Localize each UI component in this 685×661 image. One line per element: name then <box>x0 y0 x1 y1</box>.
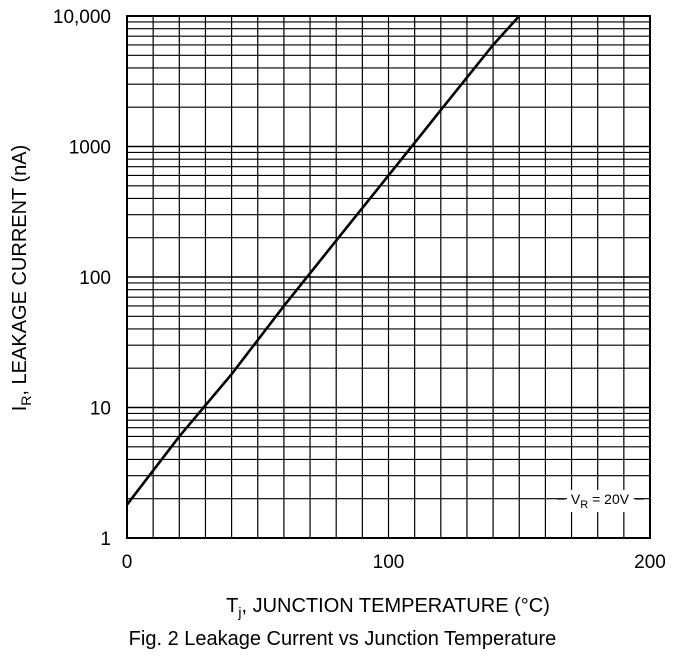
y-tick-label: 10,000 <box>53 7 111 28</box>
y-axis-ticks: 1 10 100 1000 10,000 <box>53 7 111 550</box>
grid <box>127 16 650 538</box>
y-tick-label: 10 <box>90 399 111 420</box>
plot-border <box>126 15 651 539</box>
y-tick-label: 1000 <box>69 138 111 159</box>
x-axis-label: Tj, JUNCTION TEMPERATURE (°C) <box>226 595 550 620</box>
x-tick-label: 0 <box>122 552 133 573</box>
series-layer <box>125 15 521 506</box>
plot-frame <box>126 15 651 539</box>
x-tick-label: 200 <box>634 552 666 573</box>
vr-annotation-text: VR = 20V <box>571 491 630 511</box>
figure-caption: Fig. 2 Leakage Current vs Junction Tempe… <box>128 628 557 650</box>
y-tick-label: 100 <box>79 268 111 289</box>
x-tick-label: 100 <box>373 552 405 573</box>
x-axis-ticks: 0 100 200 <box>122 552 666 573</box>
series-line-0 <box>125 15 521 506</box>
y-axis-label: IR, LEAKAGE CURRENT (nA) <box>9 145 34 412</box>
y-tick-label: 1 <box>100 529 111 550</box>
vr-annotation: VR = 20V <box>556 490 644 512</box>
